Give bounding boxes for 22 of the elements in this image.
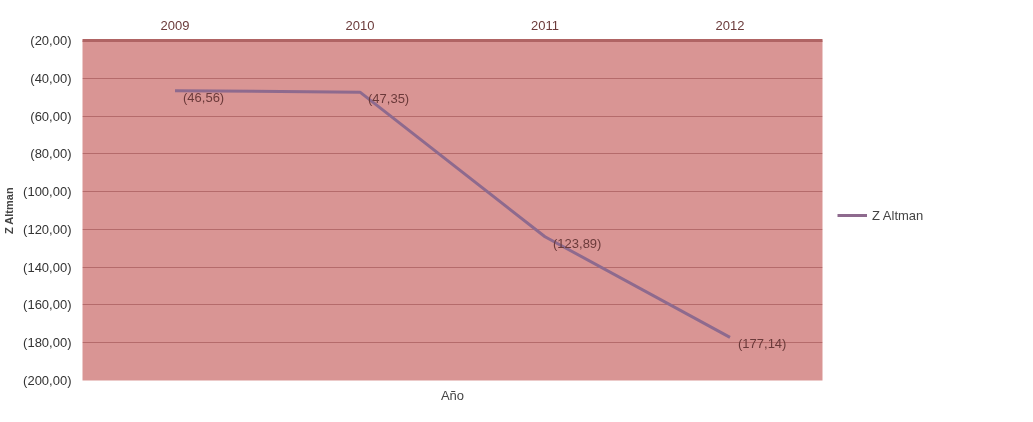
- y-tick-label: (140,00): [23, 259, 72, 275]
- y-tick-label: (180,00): [23, 335, 72, 351]
- y-tick-label: (160,00): [23, 297, 72, 313]
- y-tick-label: (120,00): [23, 221, 72, 237]
- y-axis-title: Z Altman: [3, 187, 16, 235]
- y-tick-label: (60,00): [30, 108, 72, 124]
- y-tick-label: (20,00): [30, 33, 72, 48]
- y-tick-label: (200,00): [23, 373, 72, 388]
- line-series: [173, 89, 732, 339]
- data-label: (123,89): [553, 235, 602, 251]
- x-tick-label: 2010: [345, 17, 375, 33]
- legend-label: Z Altman: [872, 207, 924, 223]
- y-tick-label: (100,00): [23, 184, 72, 200]
- y-tick-label: (40,00): [30, 70, 72, 86]
- data-label: (47,35): [368, 91, 410, 107]
- x-tick-label: 2011: [531, 17, 559, 33]
- data-label: (177,14): [738, 336, 787, 352]
- data-label: (46,56): [183, 89, 225, 105]
- x-tick-label: 2012: [715, 17, 745, 33]
- y-tick-label: (80,00): [30, 146, 72, 162]
- x-tick-label: 2009: [160, 17, 190, 33]
- x-axis-title: Año: [440, 387, 465, 403]
